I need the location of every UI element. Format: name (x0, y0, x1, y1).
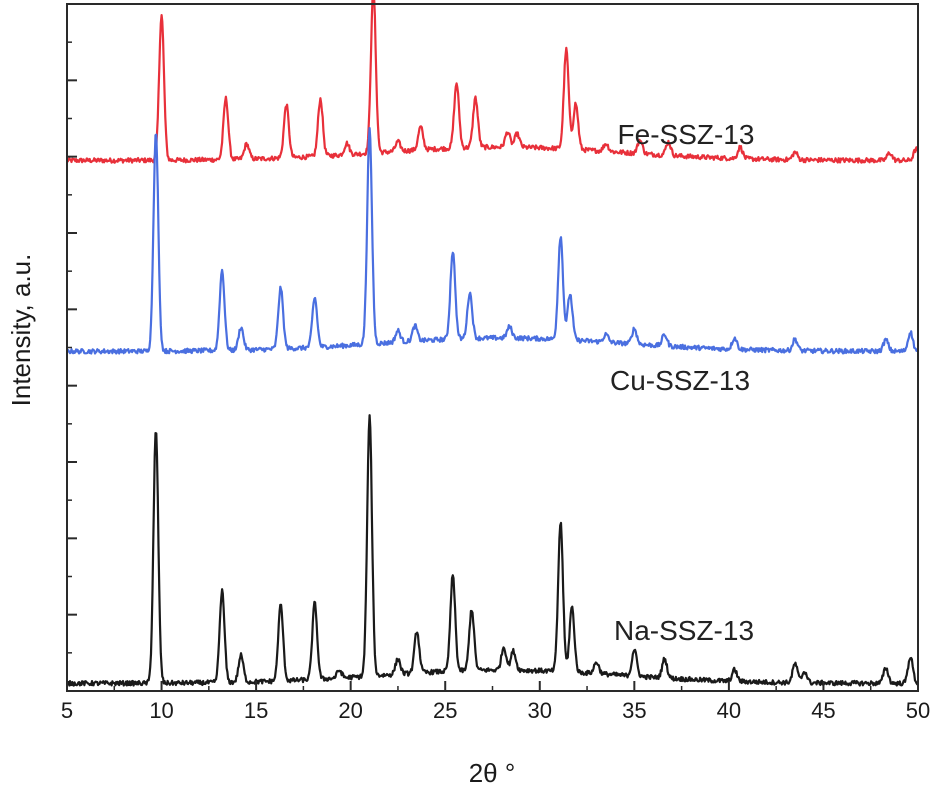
x-tick-label: 35 (622, 698, 646, 723)
y-axis-title: Intensity, a.u. (6, 254, 36, 407)
x-tick-label: 5 (61, 698, 73, 723)
series-line-cu-ssz-13 (66, 127, 919, 355)
y-axis-ticks (67, 3, 77, 692)
series-labels: Fe-SSZ-13 Cu-SSZ-13 Na-SSZ-13 (610, 119, 754, 646)
x-tick-label: 15 (244, 698, 268, 723)
series-label: Cu-SSZ-13 (610, 365, 750, 396)
x-tick-label: 30 (528, 698, 552, 723)
x-tick-label: 45 (811, 698, 835, 723)
series-traces (66, 0, 920, 687)
series-line-na-ssz-13 (66, 414, 920, 687)
series-label: Na-SSZ-13 (614, 615, 754, 646)
x-tick-label: 50 (906, 698, 930, 723)
x-tick-label: 10 (149, 698, 173, 723)
x-tick-label: 40 (717, 698, 741, 723)
x-tick-label: 20 (338, 698, 362, 723)
x-axis-ticks: 5 10 15 20 25 30 35 40 45 50 (61, 681, 930, 723)
x-tick-label: 25 (433, 698, 457, 723)
x-axis-title: 2θ ° (469, 758, 516, 788)
series-line-fe-ssz-13 (66, 0, 920, 164)
series-label: Fe-SSZ-13 (618, 119, 755, 150)
